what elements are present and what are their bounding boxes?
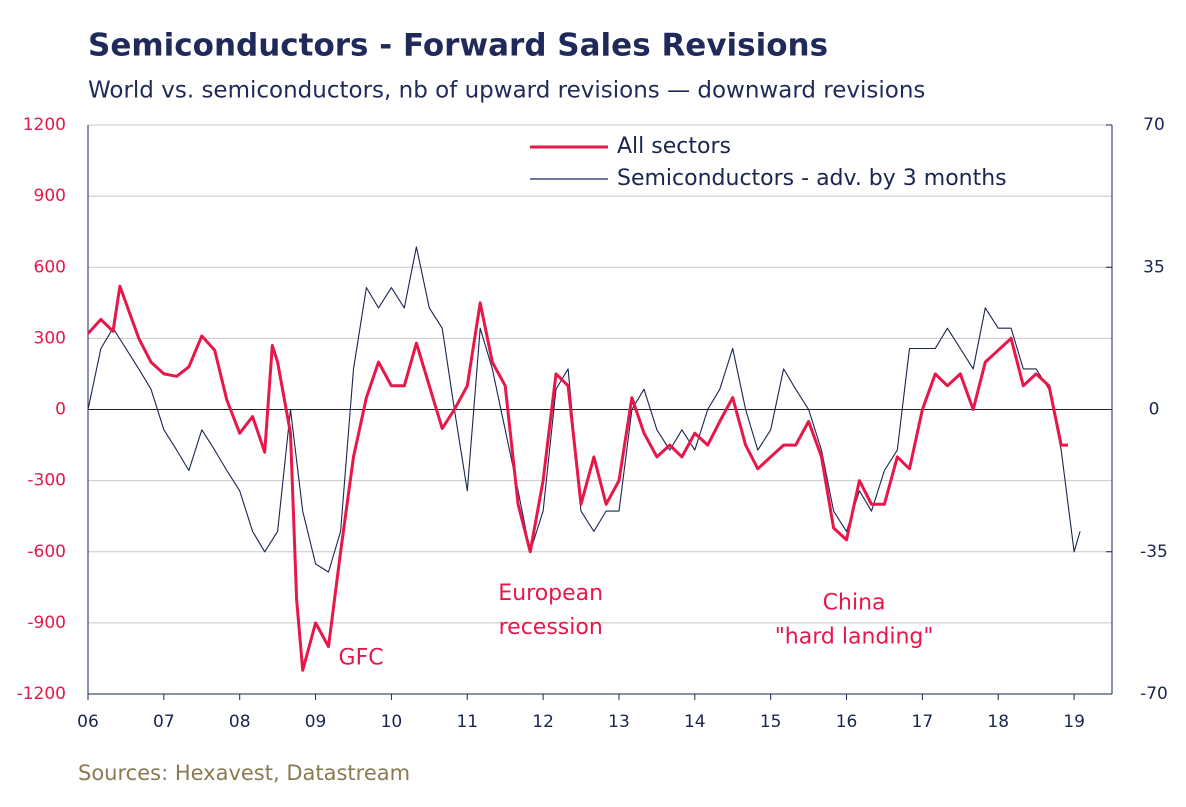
legend-label: Semiconductors - adv. by 3 months: [617, 166, 1007, 191]
x-tick-label: 09: [305, 712, 327, 732]
x-tick-label: 08: [229, 712, 251, 732]
x-tick-label: 15: [760, 712, 782, 732]
x-tick-label: 11: [456, 712, 478, 732]
chart-title: Semiconductors - Forward Sales Revisions: [88, 28, 828, 64]
y-tick-label: 300: [34, 328, 66, 348]
series-line: [87, 246, 1081, 573]
legend-label: All sectors: [617, 134, 731, 159]
x-tick-label: 12: [532, 712, 554, 732]
annotation: "hard landing": [775, 625, 934, 650]
y-tick-label: 900: [34, 186, 66, 206]
y-tick-label: -900: [27, 613, 66, 633]
source: Sources: Hexavest, Datastream: [78, 761, 410, 785]
x-tick-label: 18: [987, 712, 1009, 732]
x-tick-label: 13: [608, 712, 630, 732]
chart-subtitle: World vs. semiconductors, nb of upward r…: [88, 78, 925, 104]
annotation: European: [498, 581, 603, 606]
x-tick-label: 07: [153, 712, 175, 732]
x-tick-label: 17: [912, 712, 934, 732]
y-tick-label: -600: [27, 542, 66, 562]
series-line: [86, 284, 1068, 672]
annotation: China: [823, 591, 886, 616]
x-tick-label: 10: [381, 712, 403, 732]
x-tick-label: 14: [684, 712, 706, 732]
annotation: GFC: [339, 645, 384, 670]
x-tick-label: 19: [1063, 712, 1085, 732]
y-tick-label: 0: [55, 400, 66, 420]
y-tick-label: -1200: [17, 684, 66, 704]
y2-tick-label: 35: [1143, 257, 1165, 277]
annotation: recession: [499, 615, 603, 640]
y2-tick-label: -70: [1140, 684, 1168, 704]
y2-tick-label: 70: [1143, 115, 1165, 135]
x-tick-label: 16: [836, 712, 858, 732]
y-tick-label: 600: [34, 257, 66, 277]
y-tick-label: 1200: [23, 115, 66, 135]
y2-tick-label: -35: [1140, 542, 1168, 562]
y-tick-label: -300: [27, 471, 66, 491]
x-tick-label: 06: [77, 712, 99, 732]
y2-tick-label: 0: [1149, 400, 1160, 420]
